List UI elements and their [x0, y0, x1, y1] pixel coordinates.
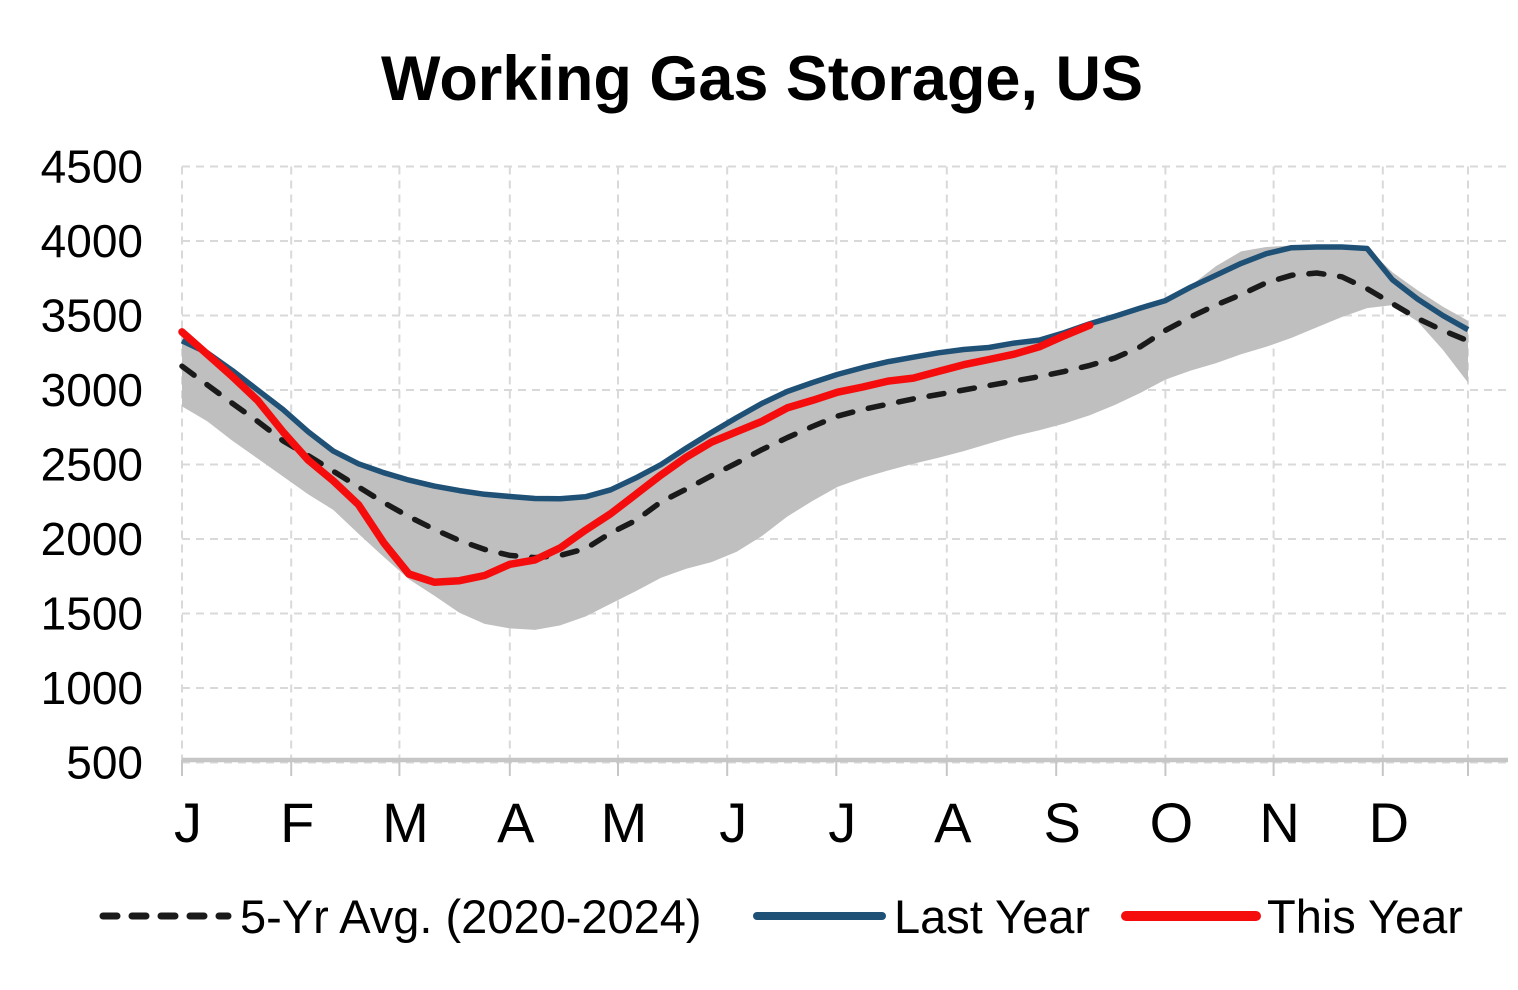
last-year-line	[180, 244, 1470, 502]
x-tick-label: D	[1369, 791, 1409, 854]
this-year-line	[178, 321, 1094, 586]
x-tick-label: A	[497, 791, 535, 854]
x-tick-label: S	[1044, 791, 1081, 854]
y-tick-label: 4000	[41, 215, 143, 267]
x-tick-label: M	[382, 791, 429, 854]
y-tick-label: 1500	[41, 588, 143, 640]
y-tick-label: 1000	[41, 662, 143, 714]
legend: 5-Yr Avg. (2020-2024) Last Year This Yea…	[99, 890, 1463, 943]
page-title: Working Gas Storage, US	[381, 44, 1143, 114]
x-tick-label: J	[719, 791, 747, 854]
x-axis-tick-marks	[181, 760, 1469, 776]
legend-avg-label: 5-Yr Avg. (2020-2024)	[240, 890, 702, 943]
y-tick-label: 2000	[41, 513, 143, 565]
y-tick-label: 500	[66, 737, 143, 789]
x-tick-label: O	[1150, 791, 1194, 854]
x-tick-label: J	[174, 791, 202, 854]
legend-this-year-label: This Year	[1267, 890, 1463, 943]
y-tick-label: 2500	[41, 439, 143, 491]
x-tick-label: J	[828, 791, 856, 854]
five-year-range-band	[182, 245, 1468, 630]
five-year-avg-line	[179, 270, 1471, 561]
y-tick-label: 3500	[41, 290, 143, 342]
y-tick-label: 3000	[41, 364, 143, 416]
legend-last-year-label: Last Year	[894, 890, 1090, 943]
x-tick-label: M	[601, 791, 648, 854]
x-tick-label: N	[1259, 791, 1299, 854]
x-tick-label: A	[934, 791, 972, 854]
y-axis-labels: 4500 4000 3500 3000 2500 2000 1500 1000 500	[41, 141, 143, 789]
x-tick-label: F	[280, 791, 314, 854]
y-tick-label: 4500	[41, 141, 143, 193]
